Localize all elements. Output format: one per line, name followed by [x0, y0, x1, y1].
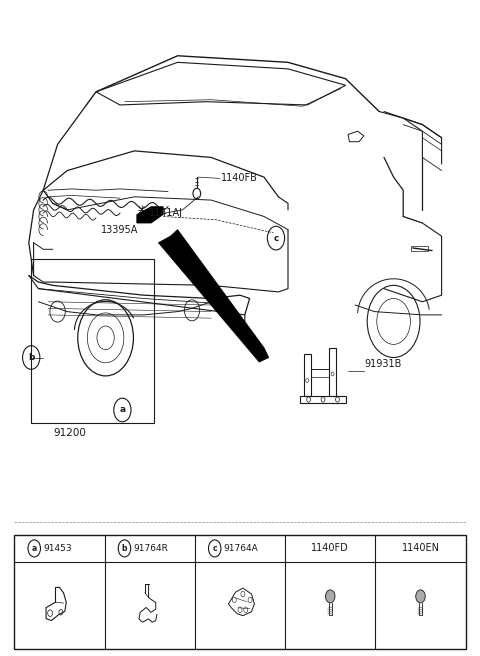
Circle shape: [325, 590, 335, 603]
Polygon shape: [158, 230, 269, 362]
Bar: [31, 259, 154, 423]
Text: b: b: [28, 353, 35, 362]
Text: 91453: 91453: [43, 544, 72, 553]
Text: 91931B: 91931B: [365, 359, 402, 369]
Text: 1140FB: 1140FB: [221, 173, 258, 184]
Text: 91200: 91200: [53, 428, 86, 438]
Text: c: c: [213, 544, 217, 553]
Text: a: a: [120, 405, 125, 415]
Text: a: a: [32, 544, 37, 553]
Text: 91764A: 91764A: [223, 544, 258, 553]
Polygon shape: [137, 207, 163, 223]
Text: b: b: [122, 544, 127, 553]
Bar: [411, 246, 428, 251]
Bar: [14, 535, 466, 649]
Text: 91764R: 91764R: [133, 544, 168, 553]
Text: 1140FD: 1140FD: [312, 543, 349, 554]
Text: 13395A: 13395A: [101, 225, 138, 236]
Text: 1141AJ: 1141AJ: [149, 207, 183, 218]
Text: 1140EN: 1140EN: [401, 543, 440, 554]
Circle shape: [416, 590, 425, 603]
Text: c: c: [273, 234, 279, 243]
